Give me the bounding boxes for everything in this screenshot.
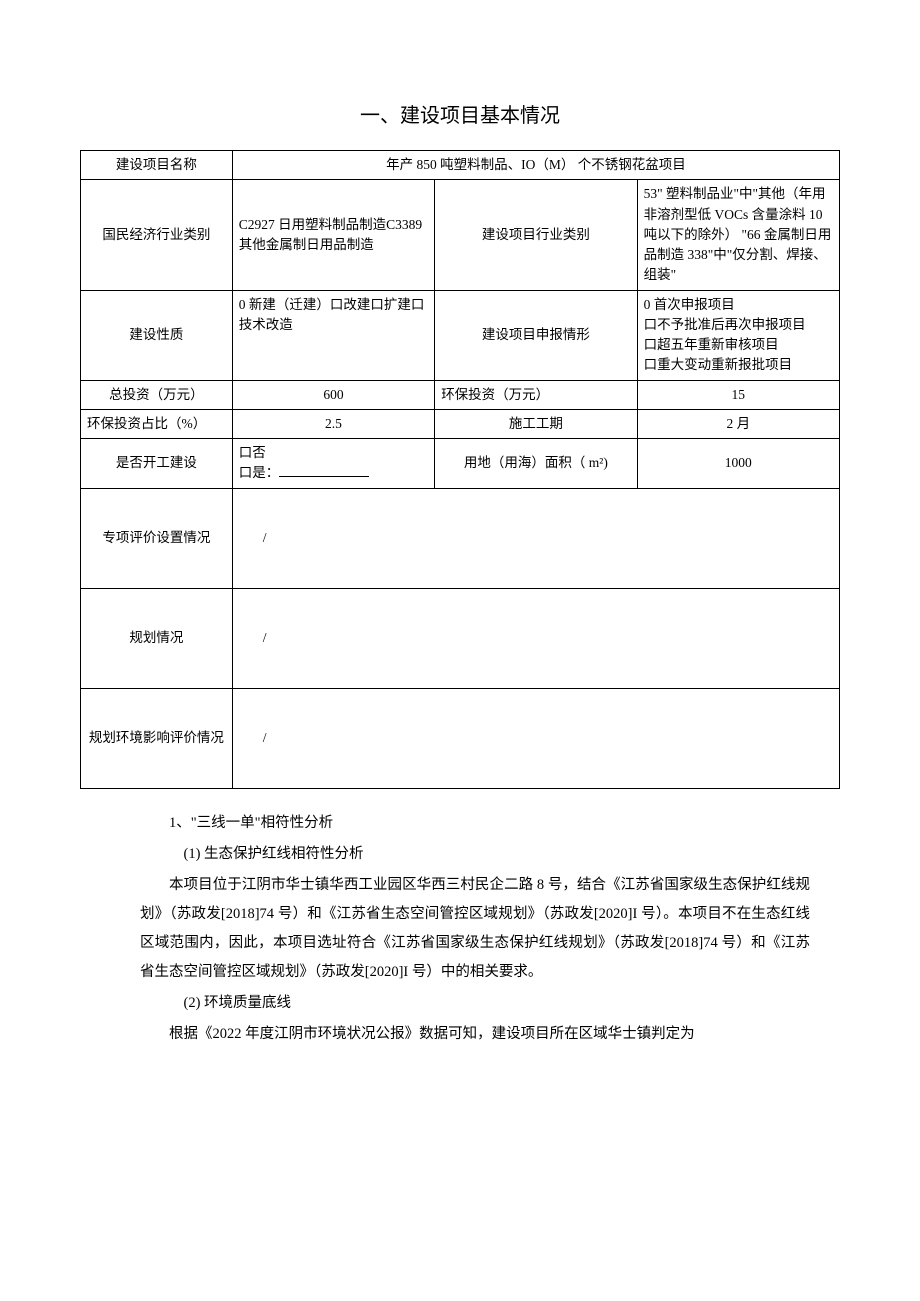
value-started: 口否 口是：	[232, 439, 434, 489]
label-plan-env-eval: 规划环境影响评价情况	[81, 688, 233, 788]
table-row: 总投资（万元） 600 环保投资（万元） 15	[81, 380, 840, 409]
label-industry-category: 国民经济行业类别	[81, 180, 233, 290]
declare-opt-reject: 口不予批准后再次申报项目	[644, 315, 833, 335]
table-row: 是否开工建设 口否 口是： 用地（用海）面积（ m²) 1000	[81, 439, 840, 489]
value-land-area: 1000	[637, 439, 839, 489]
table-row: 环保投资占比（%） 2.5 施工工期 2 月	[81, 409, 840, 438]
value-plan-env-eval: /	[232, 688, 839, 788]
para-content-1: 本项目位于江阴市华士镇华西工业园区华西三村民企二路 8 号，结合《江苏省国家级生…	[140, 871, 810, 987]
label-project-name: 建设项目名称	[81, 151, 233, 180]
table-row: 建设项目名称 年产 850 吨塑料制品、IO（M） 个不锈钢花盆项目	[81, 151, 840, 180]
started-no: 口否	[239, 443, 428, 463]
table-row: 专项评价设置情况 /	[81, 488, 840, 588]
body-text: 1、"三线一单"相符性分析 (1) 生态保护红线相符性分析 本项目位于江阴市华士…	[80, 809, 840, 1049]
value-industry-category: C2927 日用塑料制品制造C3389 其他金属制日用品制造	[232, 180, 434, 290]
value-construction-period: 2 月	[637, 409, 839, 438]
declare-opt-major-change: 口重大变动重新报批项目	[644, 355, 833, 375]
value-planning: /	[232, 588, 839, 688]
label-special-eval: 专项评价设置情况	[81, 488, 233, 588]
started-yes-wrap: 口是：	[239, 463, 428, 483]
para-sub-2: (2) 环境质量底线	[140, 989, 810, 1018]
project-info-table: 建设项目名称 年产 850 吨塑料制品、IO（M） 个不锈钢花盆项目 国民经济行…	[80, 150, 840, 789]
label-land-area: 用地（用海）面积（ m²)	[435, 439, 637, 489]
value-env-ratio: 2.5	[232, 409, 434, 438]
label-construction-nature: 建设性质	[81, 290, 233, 380]
para-heading-1: 1、"三线一单"相符性分析	[140, 809, 810, 838]
label-planning: 规划情况	[81, 588, 233, 688]
value-declare-situation: 0 首次申报项目 口不予批准后再次申报项目 口超五年重新审核项目 口重大变动重新…	[637, 290, 839, 380]
declare-opt-five-year: 口超五年重新审核项目	[644, 335, 833, 355]
value-project-industry: 53" 塑料制品业"中"其他（年用非溶剂型低 VOCs 含量涂料 10吨以下的除…	[637, 180, 839, 290]
value-total-investment: 600	[232, 380, 434, 409]
label-total-investment: 总投资（万元）	[81, 380, 233, 409]
value-construction-nature: 0 新建（迁建）口改建口扩建口技术改造	[232, 290, 434, 380]
started-yes: 口是：	[239, 465, 280, 480]
para-sub-1: (1) 生态保护红线相符性分析	[140, 840, 810, 869]
blank-underline	[279, 464, 369, 478]
value-special-eval: /	[232, 488, 839, 588]
table-row: 国民经济行业类别 C2927 日用塑料制品制造C3389 其他金属制日用品制造 …	[81, 180, 840, 290]
label-started: 是否开工建设	[81, 439, 233, 489]
label-declare-situation: 建设项目申报情形	[435, 290, 637, 380]
label-project-industry: 建设项目行业类别	[435, 180, 637, 290]
value-project-name: 年产 850 吨塑料制品、IO（M） 个不锈钢花盆项目	[232, 151, 839, 180]
table-row: 规划环境影响评价情况 /	[81, 688, 840, 788]
label-env-investment: 环保投资（万元）	[435, 380, 637, 409]
label-construction-period: 施工工期	[435, 409, 637, 438]
label-env-ratio: 环保投资占比（%）	[81, 409, 233, 438]
page-title: 一、建设项目基本情况	[80, 100, 840, 132]
declare-opt-first: 0 首次申报项目	[644, 295, 833, 315]
value-env-investment: 15	[637, 380, 839, 409]
table-row: 建设性质 0 新建（迁建）口改建口扩建口技术改造 建设项目申报情形 0 首次申报…	[81, 290, 840, 380]
para-content-2: 根据《2022 年度江阴市环境状况公报》数据可知，建设项目所在区域华士镇判定为	[140, 1020, 810, 1049]
table-row: 规划情况 /	[81, 588, 840, 688]
